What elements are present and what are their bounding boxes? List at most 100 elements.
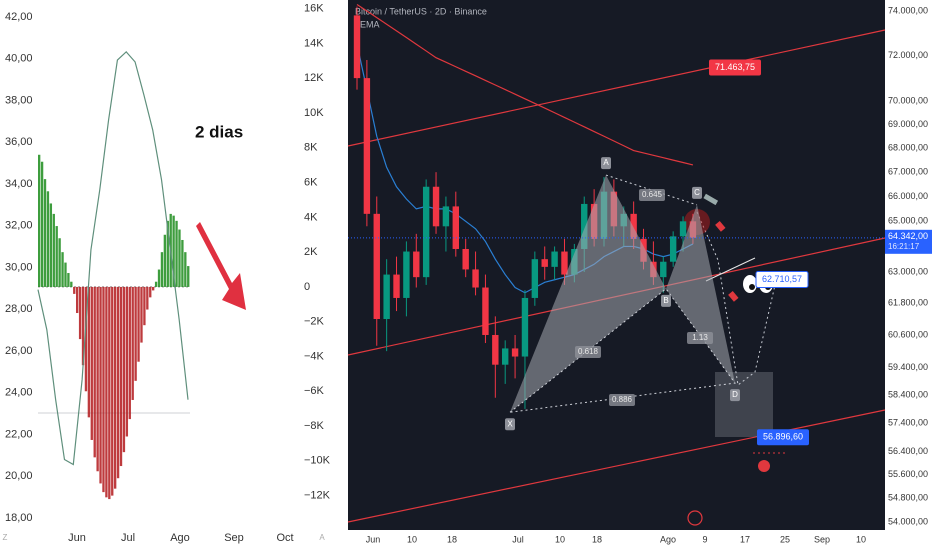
candle-body: [492, 334, 499, 365]
pattern-label-box: [505, 418, 515, 431]
histogram-bar: [163, 234, 167, 287]
candle-body: [630, 213, 637, 239]
countdown-label: 16:21:17: [888, 242, 920, 251]
histogram-bar: [134, 286, 137, 381]
histogram-bar: [131, 286, 134, 400]
y-tick-label: 26,00: [5, 345, 33, 357]
x-tick-label: 18: [592, 534, 602, 544]
y-tick-label: 65.000,00: [888, 216, 928, 226]
y-tick-label: 55.600,00: [888, 469, 928, 479]
y-tick-label: 66.000,00: [888, 191, 928, 201]
histogram-bar: [73, 286, 76, 294]
y-tick-label: 68.000,00: [888, 143, 928, 153]
y-tick-label: 63.000,00: [888, 266, 928, 276]
trend-line: [347, 409, 886, 523]
histogram-bar: [143, 286, 146, 326]
y2-tick-label: 14K: [304, 37, 324, 49]
price-label: 71.463,75: [715, 62, 755, 72]
histogram-bar: [61, 252, 64, 287]
histogram-bar: [119, 286, 123, 467]
ma-line: [356, 3, 694, 166]
y-tick-label: 69.000,00: [888, 119, 928, 129]
ratio-box: [687, 332, 713, 344]
indicator-line: [37, 51, 189, 466]
y2-tick-label: −8K: [304, 420, 325, 432]
candle-body: [393, 274, 400, 298]
candle-body: [561, 251, 568, 275]
histogram-bar: [125, 286, 129, 437]
x-tick-label: 10: [856, 534, 866, 544]
x-tick-label: Jun: [68, 532, 86, 544]
x-tick-label: Ago: [660, 534, 676, 544]
candle-body: [521, 297, 529, 357]
x-tick-label: 25: [780, 534, 790, 544]
candle-body: [383, 274, 390, 320]
pattern-label: B: [663, 296, 668, 305]
histogram-bar: [87, 286, 91, 418]
pattern-triangle: [510, 175, 666, 413]
x-tick-label: 18: [447, 534, 457, 544]
histogram-bar: [114, 286, 117, 489]
target-dot: [758, 460, 770, 472]
alert-icon[interactable]: [687, 510, 703, 526]
x-tick-label: Jul: [512, 534, 524, 544]
price-label: 56.896,60: [763, 432, 803, 442]
histogram-bar: [108, 286, 111, 500]
y-tick-label: 40,00: [5, 53, 33, 65]
y-tick-label: 54.000,00: [888, 516, 928, 526]
histogram-bar: [96, 286, 99, 472]
histogram-bar: [93, 286, 96, 458]
y-tick-label: 72.000,00: [888, 50, 928, 60]
x-tick-label: Oct: [276, 532, 293, 544]
x-tick-label: Z: [3, 533, 8, 542]
y-tick-label: 34,00: [5, 178, 33, 190]
y-tick-label: 54.800,00: [888, 493, 928, 503]
candle-body: [541, 259, 548, 267]
chart-title: Bitcoin / TetherUS · 2D · Binance: [355, 6, 487, 16]
y-tick-label: 42,00: [5, 11, 33, 23]
y2-tick-label: 16K: [304, 3, 324, 15]
histogram-bar: [116, 286, 120, 479]
histogram-bar: [154, 281, 158, 287]
histogram-bar: [175, 220, 178, 287]
pattern-label: X: [507, 419, 513, 428]
x-tick-label: 10: [555, 534, 565, 544]
price-label-box: [755, 270, 809, 288]
candle-body: [679, 221, 687, 237]
histogram-bar: [76, 286, 79, 314]
y-tick-label: 56.400,00: [888, 446, 928, 456]
y2-tick-label: −10K: [304, 455, 331, 467]
price-label-box: [757, 429, 809, 446]
histogram-bar: [181, 239, 184, 287]
pattern-dotted: [605, 174, 698, 206]
histogram-bar: [140, 286, 143, 343]
pointer-line: [705, 257, 756, 282]
annotation: 2 dias: [195, 122, 243, 141]
candle-body: [353, 15, 361, 79]
pattern-label: D: [732, 390, 738, 399]
hammer-icon: [703, 193, 739, 302]
histogram-bar: [52, 213, 55, 287]
y-tick-label: 74.000,00: [888, 5, 928, 15]
ratio-label: 0.886: [612, 395, 633, 404]
y2-tick-label: −4K: [304, 350, 325, 362]
candle-body: [511, 348, 519, 357]
histogram-bar: [67, 273, 70, 287]
histogram-bar: [38, 154, 41, 287]
ratio-box: [575, 346, 601, 358]
candle-body: [669, 236, 677, 262]
price-label-box: [709, 59, 761, 76]
x-tick-label: Jul: [121, 532, 135, 544]
histogram-bar: [105, 286, 108, 498]
histogram-bar: [160, 252, 164, 287]
candle-body: [462, 248, 469, 270]
histogram-bar: [157, 269, 161, 287]
histogram-bar: [46, 191, 50, 287]
histogram-bar: [122, 286, 126, 453]
trend-line: [347, 29, 886, 147]
y2-tick-label: 10K: [304, 107, 324, 119]
candle-body: [422, 186, 430, 278]
projection: [696, 211, 776, 386]
price-tag: [885, 229, 932, 254]
